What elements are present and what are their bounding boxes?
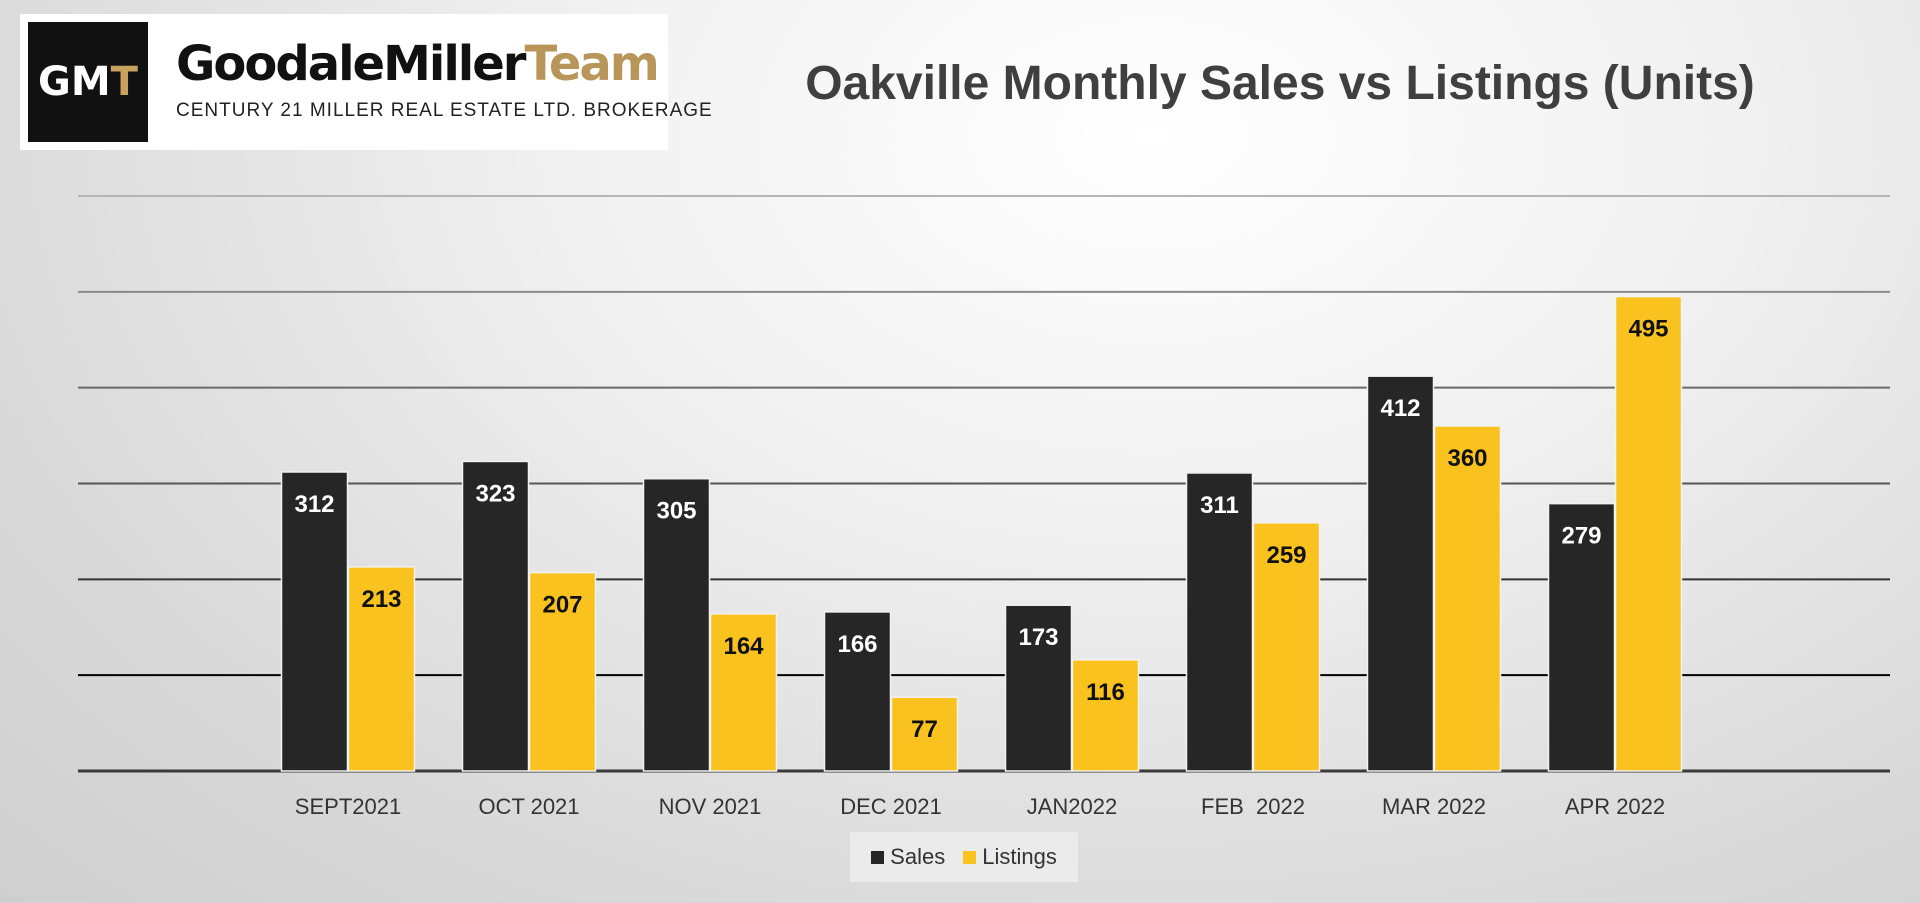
data-label-listings: 259	[1266, 542, 1306, 569]
data-label-sales: 173	[1018, 624, 1058, 651]
x-tick-label: APR 2022	[1565, 794, 1665, 819]
bar-listings	[1614, 295, 1683, 772]
data-label-sales: 305	[656, 498, 696, 525]
data-label-listings: 360	[1447, 445, 1487, 472]
x-tick-label: OCT 2021	[478, 794, 579, 819]
x-tick-label: SEPT2021	[295, 794, 401, 819]
logo-mark-prefix: GM	[38, 59, 111, 105]
logo-subtitle: CENTURY 21 MILLER REAL ESTATE LTD. BROKE…	[176, 100, 713, 121]
bar-sales	[461, 460, 530, 772]
bar-sales	[823, 611, 892, 772]
data-label-listings: 164	[723, 633, 764, 660]
bar-sales	[1185, 472, 1254, 772]
data-label-sales: 412	[1380, 395, 1420, 422]
legend-item-listings: Listings	[963, 844, 1057, 870]
logo-mark-suffix: T	[110, 59, 138, 105]
bar-sales	[280, 471, 349, 772]
data-label-sales: 311	[1200, 492, 1239, 519]
bar-listings	[709, 613, 778, 772]
x-tick-label: MAR 2022	[1382, 794, 1486, 819]
legend-item-sales: Sales	[871, 844, 945, 870]
logo: GM T GoodaleMillerTeam CENTURY 21 MILLER …	[20, 14, 712, 150]
x-tick-label: NOV 2021	[659, 794, 762, 819]
data-label-sales: 279	[1561, 523, 1601, 550]
bar-sales	[642, 477, 711, 772]
legend: Sales Listings	[850, 832, 1078, 882]
data-label-listings: 116	[1086, 679, 1125, 706]
bar-listings	[528, 571, 597, 772]
data-label-listings: 77	[911, 716, 938, 743]
bar-listings	[1252, 522, 1321, 772]
chart-title: Oakville Monthly Sales vs Listings (Unit…	[805, 57, 1755, 110]
data-label-listings: 213	[361, 586, 401, 613]
bar-listings	[347, 566, 416, 772]
bar-listings	[1071, 659, 1140, 772]
logo-mark: GM T	[28, 22, 148, 142]
legend-label-sales: Sales	[890, 844, 946, 869]
legend-swatch-sales	[871, 850, 885, 864]
data-label-listings: 207	[542, 592, 582, 619]
x-tick-label: DEC 2021	[840, 794, 942, 819]
logo-name-accent: Team	[524, 36, 659, 92]
x-tick-label: JAN2022	[1027, 794, 1118, 819]
legend-label-listings: Listings	[982, 844, 1057, 869]
x-tick-label: FEB 2022	[1201, 794, 1305, 819]
bar-sales	[1004, 604, 1073, 772]
data-label-listings: 495	[1628, 316, 1668, 343]
data-label-sales: 166	[837, 631, 877, 658]
bar-listings	[1433, 425, 1502, 772]
legend-swatch-listings	[963, 850, 977, 864]
data-label-sales: 312	[294, 491, 334, 518]
bar-sales	[1547, 502, 1616, 772]
logo-name: GoodaleMillerTeam	[176, 40, 660, 88]
bar-sales	[1366, 375, 1435, 772]
logo-name-main: GoodaleMiller	[176, 36, 526, 92]
bar-listings	[890, 696, 959, 772]
data-label-sales: 323	[475, 480, 515, 507]
